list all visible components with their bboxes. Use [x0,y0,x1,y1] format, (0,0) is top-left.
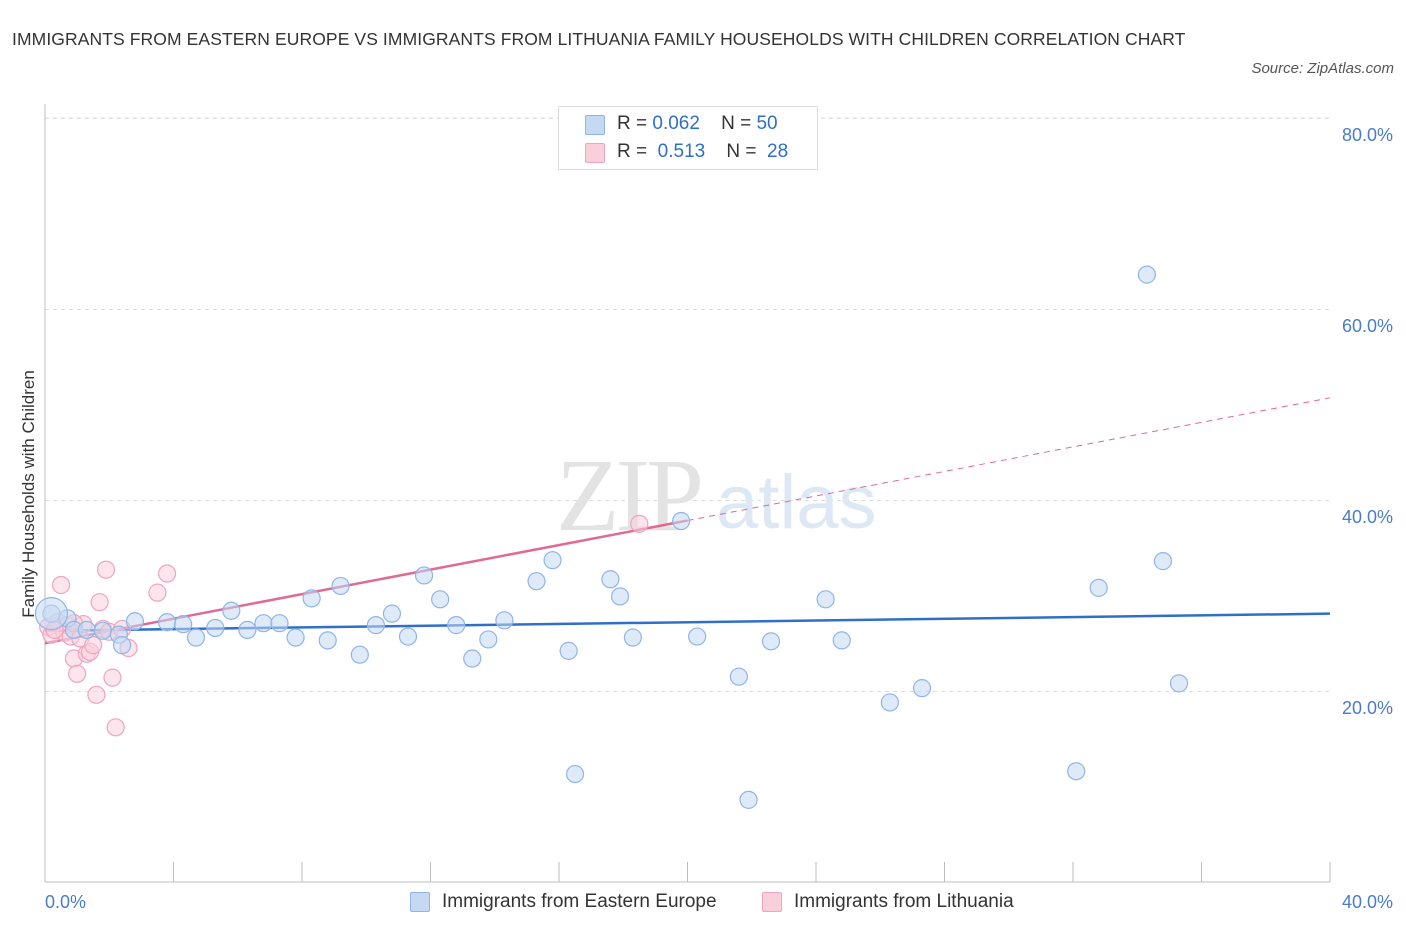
data-point-eastern-europe [174,615,193,634]
data-point-eastern-europe [816,590,835,609]
data-point-lithuania [148,583,167,602]
series-name-lithuania: Immigrants from Lithuania [794,891,1014,912]
legend-r-label: R = [617,113,648,134]
data-point-eastern-europe [157,613,177,632]
data-point-eastern-europe [206,618,225,638]
data-point-eastern-europe [398,627,418,646]
legend-n-value-eastern-europe: 50 [756,113,778,134]
data-point-eastern-europe [1067,762,1086,781]
legend-r-value-lithuania: 0.513 [657,141,706,162]
data-point-lithuania [84,636,103,655]
data-point-eastern-europe [222,601,241,620]
data-point-eastern-europe [671,511,691,531]
data-point-eastern-europe [112,636,132,655]
watermark-atlas: atlas [716,460,877,545]
data-point-eastern-europe [302,589,321,608]
data-point-eastern-europe [479,630,498,649]
y-tick-label: 80.0% [1342,125,1393,145]
data-point-eastern-europe [912,679,932,698]
data-point-eastern-europe [350,645,369,664]
data-point-eastern-europe [495,611,514,630]
data-point-eastern-europe [739,790,758,809]
data-point-eastern-europe [1169,674,1189,693]
data-point-eastern-europe [623,628,642,647]
data-point-eastern-europe [761,632,781,651]
data-point-eastern-europe [543,551,562,570]
data-point-eastern-europe [729,667,749,686]
legend-swatch-lithuania [585,143,605,163]
data-point-lithuania [157,564,177,583]
tick-labels: 20.0% 40.0% 60.0% 80.0% 0.0% 40.0% [45,125,1393,912]
data-point-eastern-europe [318,631,337,650]
data-point-lithuania [90,593,109,612]
data-point-eastern-europe [832,631,851,650]
data-point-eastern-europe [238,620,257,639]
series-swatch-eastern-europe [410,892,430,912]
y-axis-label: Family Households with Children [19,370,38,618]
x-tick-label-max: 40.0% [1342,892,1393,912]
data-point-eastern-europe [559,641,578,660]
data-point-lithuania [630,514,649,533]
data-point-eastern-europe [527,572,546,591]
watermark: ZIP atlas [556,438,877,553]
data-point-eastern-europe [1089,578,1108,597]
data-point-eastern-europe [331,576,350,596]
data-point-eastern-europe [880,693,899,712]
legend-r-value-eastern-europe: 0.062 [652,113,700,134]
data-point-eastern-europe [1153,552,1173,571]
data-points [34,265,1189,809]
data-point-eastern-europe [565,764,585,784]
series-name-eastern-europe: Immigrants from Eastern Europe [442,891,717,912]
y-tick-label: 60.0% [1342,316,1393,336]
data-point-eastern-europe [286,628,305,647]
data-point-eastern-europe [186,628,206,647]
legend-swatch-eastern-europe [585,115,605,135]
data-point-eastern-europe [382,604,402,623]
x-tick-label-min: 0.0% [45,892,86,912]
axes [44,104,1331,883]
data-point-eastern-europe [610,587,630,606]
series-swatch-lithuania [762,892,782,912]
legend-r-label: R = [617,141,648,162]
data-point-eastern-europe [688,627,707,646]
data-point-eastern-europe [77,620,96,639]
y-tick-label: 20.0% [1342,698,1393,718]
data-point-eastern-europe [93,621,112,640]
data-point-lithuania [106,718,125,737]
data-point-lithuania [68,664,87,683]
chart-source: Source: ZipAtlas.com [1251,60,1394,77]
y-tick-label: 40.0% [1342,507,1393,527]
chart-title: IMMIGRANTS FROM EASTERN EUROPE VS IMMIGR… [12,29,1186,49]
legend-n-label: N = [726,141,757,162]
trend-line-1 [44,519,688,645]
data-point-eastern-europe-cluster [34,597,69,631]
data-point-eastern-europe [431,590,450,609]
data-point-eastern-europe [463,649,482,668]
data-point-lithuania [87,685,106,704]
data-point-eastern-europe [601,570,620,589]
data-point-lithuania [103,668,122,687]
watermark-zip: ZIP [556,438,700,553]
data-point-eastern-europe [414,566,434,585]
legend-n-value-lithuania: 28 [767,141,789,162]
data-point-eastern-europe [366,616,385,635]
data-point-eastern-europe [125,612,145,631]
data-point-lithuania [51,575,71,595]
data-point-eastern-europe [254,614,273,633]
legend-n-label: N = [721,113,752,134]
data-point-lithuania [96,560,116,579]
correlation-legend: R = 0.062 N = 50 R = 0.513 N = 28 [558,106,818,170]
data-point-eastern-europe [447,616,466,635]
data-point-eastern-europe [270,614,289,633]
data-point-eastern-europe [1137,265,1156,284]
